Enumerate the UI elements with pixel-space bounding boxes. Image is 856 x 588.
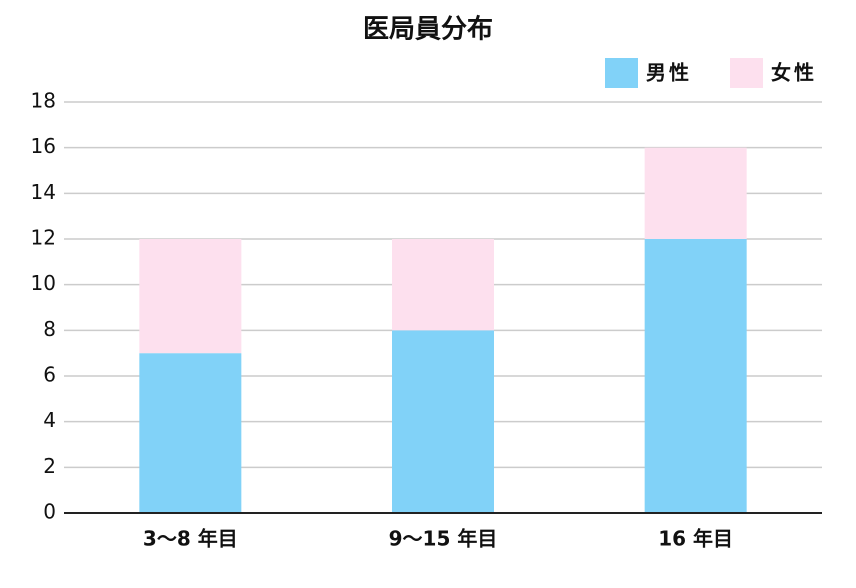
legend-swatch bbox=[605, 58, 638, 88]
y-tick-label: 16 bbox=[31, 134, 56, 158]
bar-segment bbox=[644, 147, 747, 239]
y-tick-label: 18 bbox=[31, 89, 56, 113]
y-tick-label: 14 bbox=[31, 180, 56, 204]
y-tick-label: 12 bbox=[31, 226, 56, 250]
chart-title: 医局員分布 bbox=[363, 15, 493, 45]
bar-segment bbox=[139, 353, 242, 513]
y-tick-label: 0 bbox=[43, 500, 56, 524]
x-tick-label: 3〜8 年目 bbox=[143, 527, 238, 551]
bar-segment bbox=[139, 239, 242, 354]
bar-segment bbox=[644, 239, 747, 513]
x-tick-label: 16 年目 bbox=[658, 527, 733, 551]
x-tick-label: 9〜15 年目 bbox=[389, 527, 498, 551]
legend-swatch bbox=[730, 58, 763, 88]
y-tick-label: 10 bbox=[31, 271, 56, 295]
bar-segment bbox=[392, 239, 494, 331]
y-tick-label: 6 bbox=[43, 363, 56, 387]
y-tick-label: 8 bbox=[43, 317, 56, 341]
bar-segment bbox=[392, 330, 494, 513]
legend-label: 男性 bbox=[646, 61, 692, 85]
legend-label: 女性 bbox=[771, 61, 817, 85]
y-tick-label: 4 bbox=[43, 408, 56, 432]
y-tick-label: 2 bbox=[43, 454, 56, 478]
